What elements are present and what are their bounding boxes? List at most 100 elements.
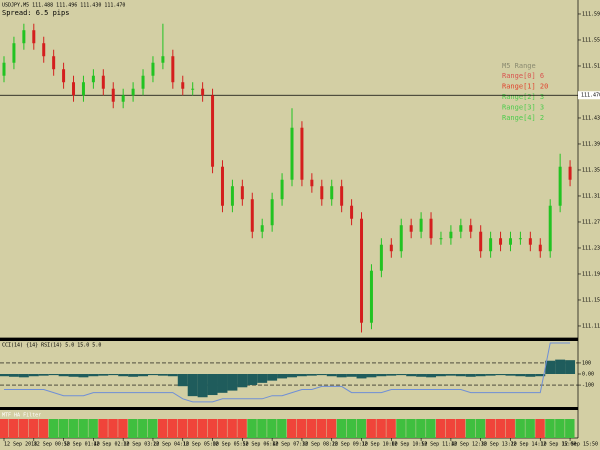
histogram-bar [128, 374, 139, 377]
filter-bar [118, 419, 128, 438]
filter-bar [177, 419, 188, 438]
x-tick-label: 12 Sep 10:50 [391, 442, 427, 448]
histogram-bar [48, 374, 59, 376]
x-tick-label: 12 Sep 00:50 [34, 442, 70, 448]
y-tick-label: 111.435 [582, 115, 600, 121]
range-line: Range[0] 6 [502, 72, 544, 80]
histogram-bar [217, 374, 228, 393]
x-tick-label: 12 Sep 02:30 [93, 442, 129, 448]
candle-body [379, 244, 383, 271]
filter-bar [207, 419, 218, 438]
candle-body [538, 244, 542, 252]
filter-bar [157, 419, 168, 438]
histogram-bar [296, 374, 307, 377]
candle-body [111, 88, 115, 102]
candle-body [290, 127, 294, 180]
histogram-bar [18, 374, 29, 378]
filter-bar [48, 419, 59, 438]
filter-bar [465, 419, 476, 438]
histogram-bar [545, 360, 556, 374]
x-tick-label: 12 Sep 08:20 [302, 442, 338, 448]
filter-bar [555, 419, 565, 438]
filter-bar [535, 419, 545, 438]
candle-body [191, 88, 195, 90]
candle-body [518, 238, 522, 240]
filter-bar [277, 419, 287, 438]
histogram-bar [495, 374, 506, 376]
histogram-bar [346, 374, 357, 377]
filter-bar [515, 419, 525, 438]
indicator-title: CCI(14) {14} RSI(14) 5.0 15.0 5.0 [2, 343, 101, 349]
histogram-bar [207, 374, 218, 396]
y-tick-label: 111.355 [582, 167, 600, 173]
candle-body [131, 88, 135, 96]
filter-bar [445, 419, 456, 438]
filter-bar [108, 419, 118, 438]
histogram-bar [436, 374, 446, 377]
histogram-bar [326, 374, 337, 377]
candle-body [161, 56, 165, 63]
candle-body [201, 88, 205, 96]
histogram-bar [316, 374, 327, 376]
histogram-bar [78, 374, 89, 378]
filter-bar [187, 419, 198, 438]
candle-body [250, 199, 254, 232]
candle-body [81, 82, 85, 96]
histogram-bar [465, 374, 476, 377]
filter-bar [197, 419, 208, 438]
candle-body [419, 218, 423, 232]
x-tick-label: 12 Sep 05:00 [183, 442, 219, 448]
y-tick-label: 111.515 [582, 63, 600, 69]
histogram-bar [386, 374, 397, 376]
candle-body [300, 127, 304, 180]
y-tick-label: 111.235 [582, 245, 600, 251]
histogram-bar [525, 374, 536, 377]
filter-bar [416, 419, 426, 438]
candle-body [360, 218, 364, 323]
x-tick-label: 12 Sep 09:10 [332, 442, 368, 448]
filter-bar [436, 419, 446, 438]
candle-body [230, 186, 234, 206]
histogram-bar [356, 374, 367, 379]
filter-bar [227, 419, 237, 438]
bid-label: 111.470 [581, 93, 600, 99]
candle-body [469, 225, 473, 232]
histogram-bar [287, 374, 297, 378]
candle-body [91, 75, 95, 83]
candle-body [508, 238, 512, 245]
candle-body [320, 186, 324, 200]
x-tick-label: 12 Sep 07:30 [272, 442, 308, 448]
candle-body [72, 82, 76, 96]
candle-body [429, 218, 433, 239]
x-tick-label: 12 Sep 05:50 [213, 442, 249, 448]
candle-body [121, 95, 125, 102]
candle-body [260, 225, 264, 232]
filter-bar [545, 419, 555, 438]
candle-body [499, 238, 503, 245]
x-tick-label: 12 Sep 10:00 [362, 442, 398, 448]
candle-body [409, 225, 413, 232]
candle-body [240, 186, 244, 200]
histogram-bar [416, 374, 427, 377]
filter-bar [167, 419, 178, 438]
histogram-bar [306, 374, 317, 376]
rsi-line [4, 342, 571, 403]
filter-bar [485, 419, 496, 438]
x-tick-label: 12 Sep 01:40 [64, 442, 100, 448]
candle-body [568, 166, 572, 180]
histogram-bar [148, 374, 158, 376]
filter-bar [565, 419, 575, 438]
filter-bar [58, 419, 69, 438]
candle-body [211, 95, 215, 167]
histogram-bar [138, 374, 148, 377]
filter-bar [326, 419, 337, 438]
filter-bar [495, 419, 506, 438]
histogram-bar [455, 374, 466, 377]
histogram-bar [267, 374, 278, 381]
histogram-bar [8, 374, 19, 377]
histogram-bar [38, 374, 49, 376]
histogram-bar [277, 374, 288, 379]
filter-bar [8, 419, 19, 438]
